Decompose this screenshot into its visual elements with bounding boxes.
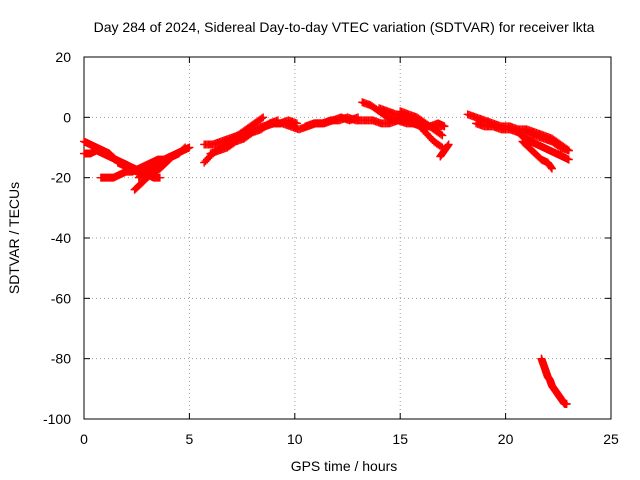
- y-tick-label: -100: [43, 411, 71, 427]
- data-point: [155, 173, 164, 182]
- y-tick-label: -60: [51, 290, 71, 306]
- data-point: [164, 155, 173, 164]
- data-point: [185, 143, 194, 152]
- data-point: [257, 114, 266, 123]
- y-axis: -100 -80 -60 -40 -20 0 20: [43, 49, 611, 427]
- x-tick-label: 25: [603, 431, 619, 447]
- data-point: [547, 164, 556, 173]
- series-arc-19: [514, 128, 573, 164]
- y-tick-label: -80: [51, 351, 71, 367]
- data-point: [438, 131, 447, 140]
- x-axis-label: GPS time / hours: [291, 458, 398, 474]
- series-arc-21: [537, 354, 571, 408]
- series-arc-20: [518, 137, 556, 173]
- plot-frame: [83, 56, 612, 420]
- series-arc-11: [301, 113, 428, 131]
- data-point: [564, 146, 573, 155]
- data-point: [436, 130, 445, 139]
- data-point: [547, 163, 556, 172]
- y-tick-label: 20: [55, 49, 71, 65]
- chart-title: Day 284 of 2024, Sidereal Day-to-day VTE…: [94, 19, 595, 35]
- data-point: [443, 141, 452, 150]
- data-point: [292, 119, 301, 128]
- series-arc-15: [413, 119, 447, 152]
- series-arc-16: [436, 140, 453, 161]
- data-point: [444, 140, 453, 149]
- series-arc-6: [113, 155, 173, 179]
- x-tick-label: 10: [287, 431, 303, 447]
- x-tick-label: 0: [80, 431, 88, 447]
- x-tick-label: 5: [186, 431, 194, 447]
- data-point: [564, 155, 573, 164]
- y-tick-label: -40: [51, 230, 71, 246]
- data-point: [259, 113, 268, 122]
- y-tick-label: 0: [63, 109, 71, 125]
- series-arc-14: [396, 107, 447, 140]
- grid: [84, 57, 611, 419]
- series-arc-18: [472, 119, 573, 155]
- x-tick-label: 20: [498, 431, 514, 447]
- x-tick-label: 15: [392, 431, 408, 447]
- data-point: [562, 399, 571, 408]
- y-axis-label: SDTVAR / TECUs: [6, 182, 22, 294]
- y-tick-label: -20: [51, 170, 71, 186]
- data-point: [440, 122, 449, 131]
- x-axis: 0 5 10 15 20 25: [80, 57, 619, 447]
- data-points: [80, 98, 573, 408]
